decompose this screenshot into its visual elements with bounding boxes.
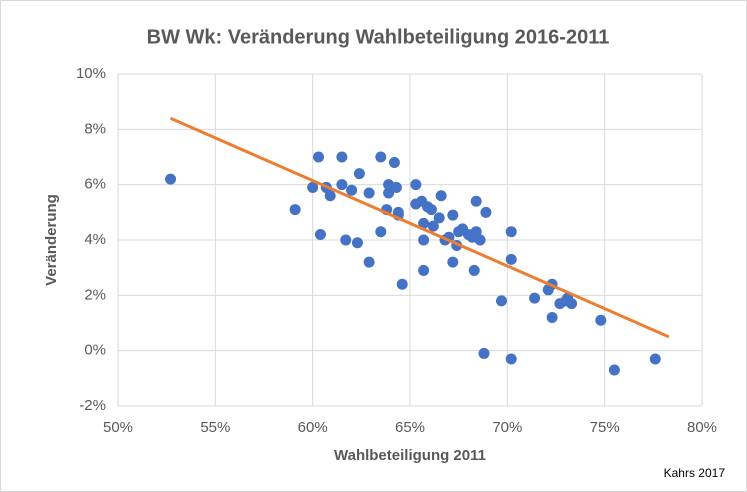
y-axis-label: Veränderung (43, 194, 60, 286)
data-point (410, 179, 422, 191)
x-tick-label: 50% (103, 419, 133, 436)
x-axis-label: Wahlbeteiligung 2011 (334, 447, 486, 464)
y-tick-label: 8% (84, 120, 106, 137)
data-point (546, 311, 558, 323)
data-point (435, 190, 447, 202)
data-point (336, 179, 348, 191)
data-point (353, 168, 365, 180)
data-point (425, 204, 437, 216)
data-point (480, 206, 492, 218)
data-point (363, 187, 375, 199)
x-tick-label: 55% (200, 419, 230, 436)
data-point (468, 264, 480, 276)
y-tick-label: 2% (84, 286, 106, 303)
y-tick-label: -2% (79, 397, 106, 414)
data-point (363, 256, 375, 268)
data-point (351, 237, 363, 249)
data-point (478, 347, 490, 359)
chart-title: BW Wk: Veränderung Wahlbeteiligung 2016-… (147, 26, 610, 48)
x-tick-label: 75% (590, 419, 620, 436)
data-point (418, 234, 430, 246)
data-point (314, 228, 326, 240)
x-tick-label: 70% (492, 419, 522, 436)
data-point (324, 190, 336, 202)
data-point (165, 173, 177, 185)
data-point (470, 195, 482, 207)
y-tick-label: 0% (84, 342, 106, 359)
data-point (427, 220, 439, 232)
data-point (470, 226, 482, 238)
data-point (313, 151, 325, 163)
data-point (649, 353, 661, 365)
data-point (433, 212, 445, 224)
data-point (529, 292, 541, 304)
data-point (340, 234, 352, 246)
x-tick-label: 65% (395, 419, 425, 436)
data-point (307, 181, 319, 193)
data-point (375, 226, 387, 238)
data-point (566, 298, 578, 310)
source-note: Kahrs 2017 (664, 466, 726, 480)
data-point (383, 187, 395, 199)
data-point (505, 253, 517, 265)
data-point (336, 151, 348, 163)
x-tick-label: 80% (687, 419, 717, 436)
data-point (418, 264, 430, 276)
data-point (447, 209, 459, 221)
data-point (495, 295, 507, 307)
data-point (447, 256, 459, 268)
trend-line (169, 116, 670, 339)
data-point (505, 353, 517, 365)
data-point (388, 157, 400, 169)
data-point (595, 314, 607, 326)
data-point (289, 204, 301, 216)
data-point (396, 278, 408, 290)
data-point (346, 184, 358, 196)
data-point (608, 364, 620, 376)
data-point (418, 217, 430, 229)
data-point (390, 181, 402, 193)
y-tick-label: 4% (84, 231, 106, 248)
data-point (375, 151, 387, 163)
y-tick-label: 6% (84, 176, 106, 193)
x-tick-label: 60% (298, 419, 328, 436)
data-point (474, 234, 486, 246)
y-tick-label: 10% (76, 65, 106, 82)
data-point (505, 226, 517, 238)
